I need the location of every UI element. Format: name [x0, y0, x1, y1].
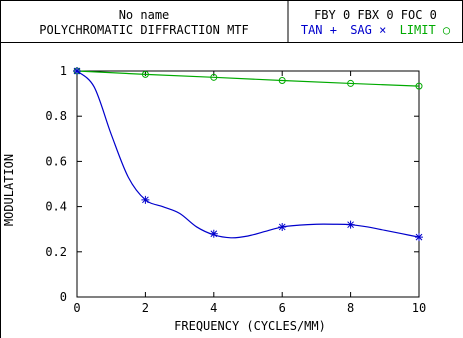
y-tick-label: 0	[60, 290, 67, 304]
limit-marker	[210, 73, 218, 81]
sag-marker	[142, 196, 149, 204]
sag-marker	[210, 230, 218, 238]
y-tick-label: 0.6	[45, 154, 67, 168]
plot-area: 0 2 4 6 8 10 0 0.2 0.4 0.6 0.8 1	[45, 64, 426, 315]
sag-marker	[347, 221, 354, 229]
limit-marker	[278, 76, 286, 84]
legend-tan: TAN +	[300, 23, 337, 37]
limit-marker	[347, 79, 355, 87]
y-tick-label: 0.8	[45, 109, 67, 123]
x-axis-label: FREQUENCY (CYCLES/MM)	[174, 319, 326, 333]
y-tick-label: 0.4	[45, 200, 67, 214]
header-info-cell: FBY 0 FBX 0 FOC 0 TAN + SAG × LIMIT ○	[288, 0, 463, 42]
x-tick-label: 2	[142, 301, 149, 315]
legend-sag: SAG ×	[350, 23, 387, 37]
header-title-cell: No name POLYCHROMATIC DIFFRACTION MTF	[0, 0, 288, 42]
lens-name: No name	[118, 8, 170, 22]
sag-marker	[415, 233, 423, 241]
x-tick-label: 8	[347, 301, 354, 315]
x-tick-label: 6	[279, 301, 286, 315]
series-tan-sag-line	[76, 70, 420, 239]
sag-marker	[278, 223, 286, 231]
limit-marker	[141, 70, 149, 78]
legend-limit: LIMIT ○	[399, 23, 451, 37]
plot-frame	[76, 70, 420, 298]
series-limit-line	[76, 70, 420, 87]
sag-marker	[73, 67, 81, 75]
x-tick-label: 0	[73, 301, 80, 315]
limit-marker	[415, 82, 423, 90]
plot-title: POLYCHROMATIC DIFFRACTION MTF	[39, 23, 249, 37]
y-tick-label: 1	[60, 64, 67, 78]
x-tick-label: 10	[412, 301, 426, 315]
field-params: FBY 0 FBX 0 FOC 0	[314, 8, 437, 22]
y-axis-label: MODULATION	[2, 154, 16, 226]
y-tick-label: 0.2	[45, 245, 67, 259]
x-tick-label: 4	[210, 301, 217, 315]
legend: TAN + SAG × LIMIT ○	[288, 23, 463, 37]
